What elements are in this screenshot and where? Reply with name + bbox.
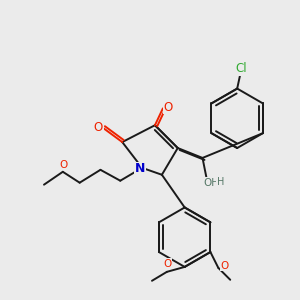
Text: Cl: Cl (235, 62, 247, 75)
Text: O: O (220, 261, 228, 271)
Text: O: O (163, 101, 172, 114)
Text: O: O (164, 259, 172, 269)
Text: OH: OH (203, 178, 219, 188)
Text: H: H (217, 177, 224, 187)
Text: O: O (94, 121, 103, 134)
Text: N: N (135, 162, 145, 175)
Text: O: O (60, 160, 68, 170)
